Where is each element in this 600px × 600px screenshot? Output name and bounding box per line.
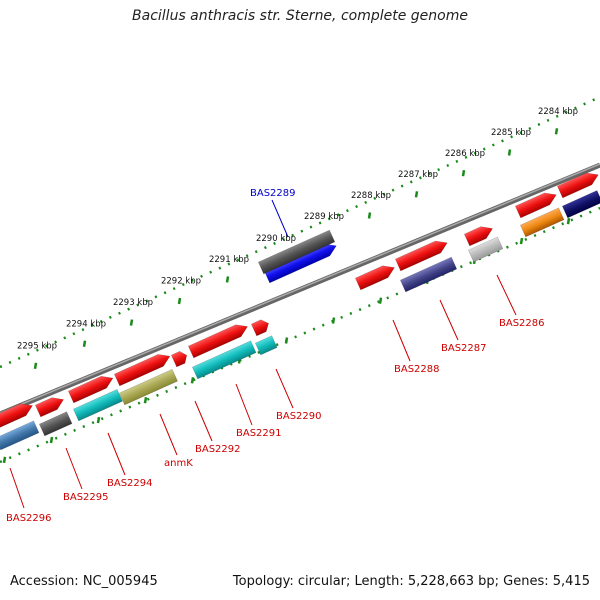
accession-text: Accession: NC_005945 xyxy=(10,574,158,589)
gene-bas2294 xyxy=(73,389,123,422)
outer-scale-label: 2288 kbp xyxy=(351,191,391,201)
genome-summary-text: Topology: circular; Length: 5,228,663 bp… xyxy=(232,574,590,589)
outer-scale-label: 2285 kbp xyxy=(491,128,531,138)
outer-scale-label: 2292 kbp xyxy=(161,277,201,287)
gene-label-bas2292: BAS2292 xyxy=(195,444,241,455)
leader-anmk xyxy=(159,413,178,456)
gene-dark-upper xyxy=(258,229,336,275)
gene-label-bas2287: BAS2287 xyxy=(441,343,487,354)
gene-red-upper-4 xyxy=(515,192,557,219)
outer-scale-label: 2295 kbp xyxy=(17,341,57,351)
gene-label-bas2294: BAS2294 xyxy=(107,478,153,489)
gene-features xyxy=(0,172,600,451)
gene-red-mid-5 xyxy=(68,376,114,404)
gene-bas2296 xyxy=(0,420,40,451)
outer-scale-label: 2293 kbp xyxy=(113,298,153,308)
inner-major-tick xyxy=(143,396,148,404)
outer-major-tick xyxy=(33,362,38,370)
inner-major-tick xyxy=(284,337,289,344)
gene-red-mid-4 xyxy=(114,354,171,387)
gene-bas2287 xyxy=(400,256,458,293)
leader-bas2288 xyxy=(392,319,411,362)
leader-bas2292 xyxy=(194,400,213,442)
leader-bas2296 xyxy=(9,467,25,509)
gene-label-bas2296: BAS2296 xyxy=(6,513,52,524)
gene-orange xyxy=(520,207,565,238)
gene-red-mid-6 xyxy=(35,397,64,418)
gene-red-upper-2 xyxy=(395,240,448,272)
gene-label-bas2289: BAS2289 xyxy=(250,188,296,199)
gene-label-bas2295: BAS2295 xyxy=(63,492,109,503)
outer-scale-ticks xyxy=(33,128,559,370)
outer-major-tick xyxy=(129,319,134,326)
gene-navy xyxy=(562,190,600,219)
leader-bas2289 xyxy=(271,199,289,238)
leader-bas2294 xyxy=(107,432,126,476)
label-leader-lines xyxy=(9,199,517,509)
outer-scale: 2284 kbp 2285 kbp 2286 kbp 2287 kbp 2288 kbp… xyxy=(0,95,600,370)
outer-scale-label: 2291 kbp xyxy=(209,255,249,265)
inner-major-tick xyxy=(378,297,383,304)
outer-major-tick xyxy=(554,128,559,135)
outer-major-tick xyxy=(507,149,512,156)
outer-scale-label: 2290 kbp xyxy=(256,234,296,244)
gene-red-mid-2 xyxy=(188,324,248,359)
gene-red-upper-5 xyxy=(557,172,599,199)
gene-red-mid-1 xyxy=(251,319,269,337)
gene-red-mid-3 xyxy=(171,351,188,368)
gene-label-bas2291: BAS2291 xyxy=(236,428,282,439)
outer-major-tick xyxy=(177,297,182,305)
inner-major-tick xyxy=(2,456,7,464)
inner-major-tick xyxy=(566,217,571,225)
gene-label-bas2286: BAS2286 xyxy=(499,318,545,329)
outer-scale-label: 2286 kbp xyxy=(445,149,485,159)
gene-red-upper-1 xyxy=(355,265,395,291)
gene-red-upper-3 xyxy=(464,226,493,247)
gene-bas2290 xyxy=(255,335,278,356)
gene-labels: BAS2289 BAS2286 BAS2287 BAS2288 BAS2290 … xyxy=(6,188,545,524)
outer-scale-label: 2287 kbp xyxy=(398,170,438,180)
inner-major-tick xyxy=(96,416,101,424)
gene-bas2291 xyxy=(192,340,257,380)
outer-major-tick xyxy=(414,191,419,198)
leader-bas2290 xyxy=(275,368,294,409)
gene-light-gray xyxy=(468,236,504,263)
inner-major-tick xyxy=(49,436,54,444)
outer-scale-label: 2289 kbp xyxy=(304,212,344,222)
genome-backbone xyxy=(0,162,600,417)
leader-bas2291 xyxy=(235,383,253,426)
inner-major-tick xyxy=(331,317,336,324)
outer-major-tick xyxy=(225,276,230,283)
outer-scale-labels: 2284 kbp 2285 kbp 2286 kbp 2287 kbp 2288 kbp… xyxy=(17,107,578,351)
outer-major-tick xyxy=(461,169,466,177)
leader-bas2286 xyxy=(496,274,517,316)
inner-major-tick xyxy=(519,237,524,245)
inner-major-tick xyxy=(190,377,195,384)
outer-scale-label: 2284 kbp xyxy=(538,107,578,117)
leader-bas2287 xyxy=(439,299,459,341)
leader-bas2295 xyxy=(65,447,83,490)
outer-major-tick xyxy=(367,212,372,219)
gene-label-bas2290: BAS2290 xyxy=(276,411,322,422)
outer-major-tick xyxy=(82,340,87,347)
outer-scale-label: 2294 kbp xyxy=(66,319,106,329)
page-title: Bacillus anthracis str. Sterne, complete… xyxy=(132,8,468,24)
gene-anmk xyxy=(119,368,178,406)
gene-label-anmk: anmK xyxy=(164,458,193,469)
gene-bas2295 xyxy=(39,411,73,437)
gene-red-mid-7 xyxy=(0,403,33,429)
gene-label-bas2288: BAS2288 xyxy=(394,364,440,375)
